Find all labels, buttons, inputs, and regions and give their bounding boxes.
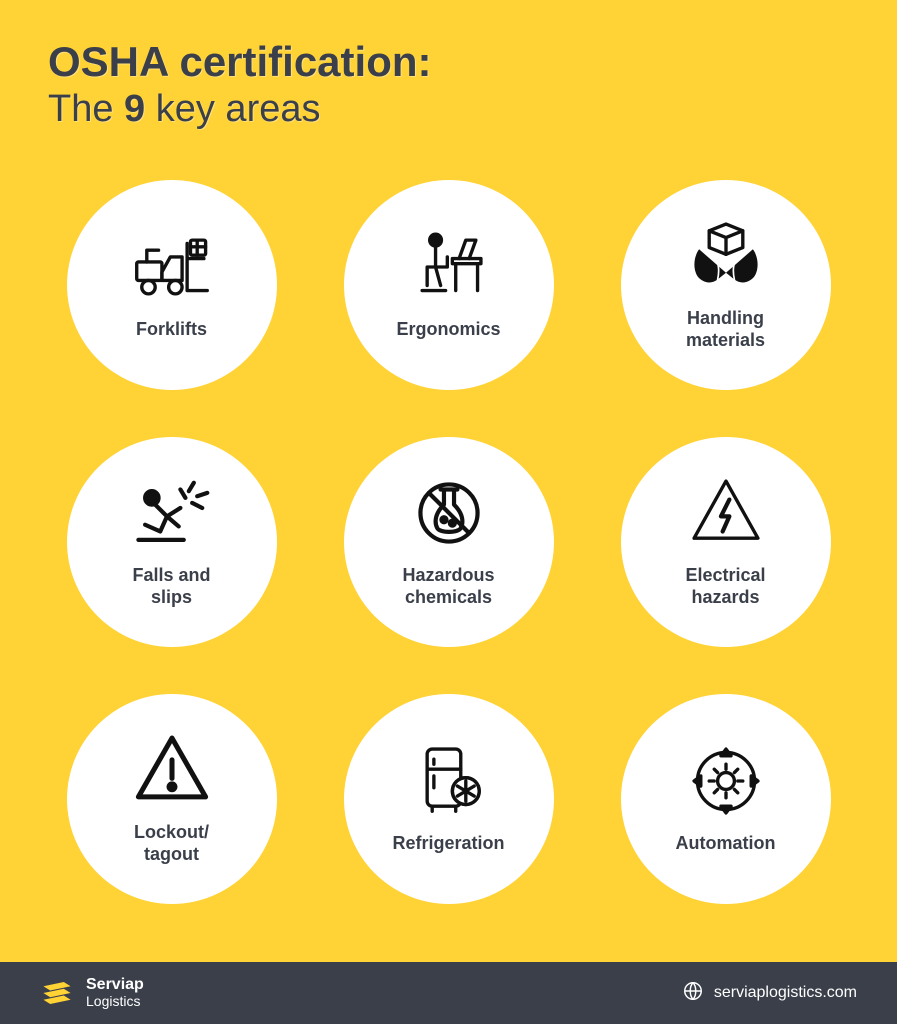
- refrigeration-icon: [404, 739, 494, 823]
- area-label: Electrical hazards: [685, 565, 765, 607]
- brand-logo-icon: [40, 976, 74, 1010]
- footer: Serviap Logistics serviaplogistics.com: [0, 962, 897, 1024]
- heading: OSHA certification: The 9 key areas: [48, 38, 849, 131]
- area-label: Handling materials: [686, 308, 765, 350]
- area-falls: Falls and slips: [67, 437, 277, 647]
- lockout-icon: [127, 728, 217, 812]
- area-label: Falls and slips: [132, 565, 210, 607]
- area-handling: Handling materials: [621, 180, 831, 390]
- area-electrical: Electrical hazards: [621, 437, 831, 647]
- area-label: Hazardous chemicals: [402, 565, 494, 607]
- title-number: 9: [124, 88, 145, 130]
- ergonomics-icon: [404, 225, 494, 309]
- title-line1: OSHA certification:: [48, 38, 849, 86]
- area-label: Forklifts: [136, 319, 207, 340]
- area-automation: Automation: [621, 694, 831, 904]
- area-refrigeration: Refrigeration: [344, 694, 554, 904]
- area-forklift: Forklifts: [67, 180, 277, 390]
- brand-text: Serviap Logistics: [86, 977, 144, 1008]
- area-lockout: Lockout/ tagout: [67, 694, 277, 904]
- title-line2: The 9 key areas: [48, 88, 849, 131]
- footer-website: serviaplogistics.com: [682, 980, 857, 1007]
- area-chemicals: Hazardous chemicals: [344, 437, 554, 647]
- area-label: Automation: [676, 833, 776, 854]
- main-panel: OSHA certification: The 9 key areas Fork…: [0, 0, 897, 962]
- forklift-icon: [127, 225, 217, 309]
- title-suffix: key areas: [145, 88, 320, 130]
- electrical-icon: [681, 471, 771, 555]
- falls-icon: [127, 471, 217, 555]
- automation-icon: [681, 739, 771, 823]
- area-ergonomics: Ergonomics: [344, 180, 554, 390]
- brand-sub: Logistics: [86, 994, 144, 1009]
- area-label: Refrigeration: [392, 833, 504, 854]
- area-label: Ergonomics: [396, 319, 500, 340]
- footer-url: serviaplogistics.com: [714, 984, 857, 1002]
- area-label: Lockout/ tagout: [134, 822, 209, 864]
- handling-icon: [681, 214, 771, 298]
- globe-icon: [682, 980, 704, 1007]
- brand: Serviap Logistics: [40, 976, 144, 1010]
- chemicals-icon: [404, 471, 494, 555]
- key-areas-grid: Forklifts Ergonomics Handling materials …: [48, 161, 849, 932]
- brand-name: Serviap: [86, 977, 144, 994]
- title-prefix: The: [48, 88, 124, 130]
